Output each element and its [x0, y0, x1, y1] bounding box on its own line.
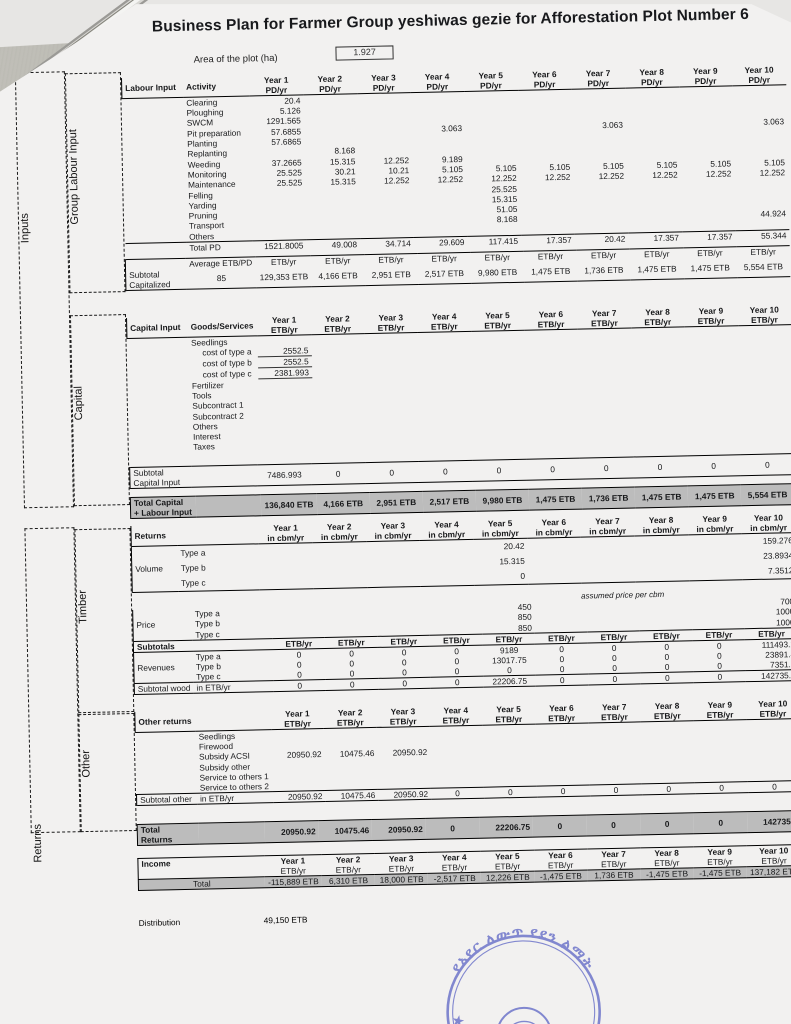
svg-text:★: ★ [448, 1012, 467, 1024]
svg-text:የአየር ለውጥ የደን ልማት: የአየር ለውጥ የደን ልማት [447, 922, 597, 976]
